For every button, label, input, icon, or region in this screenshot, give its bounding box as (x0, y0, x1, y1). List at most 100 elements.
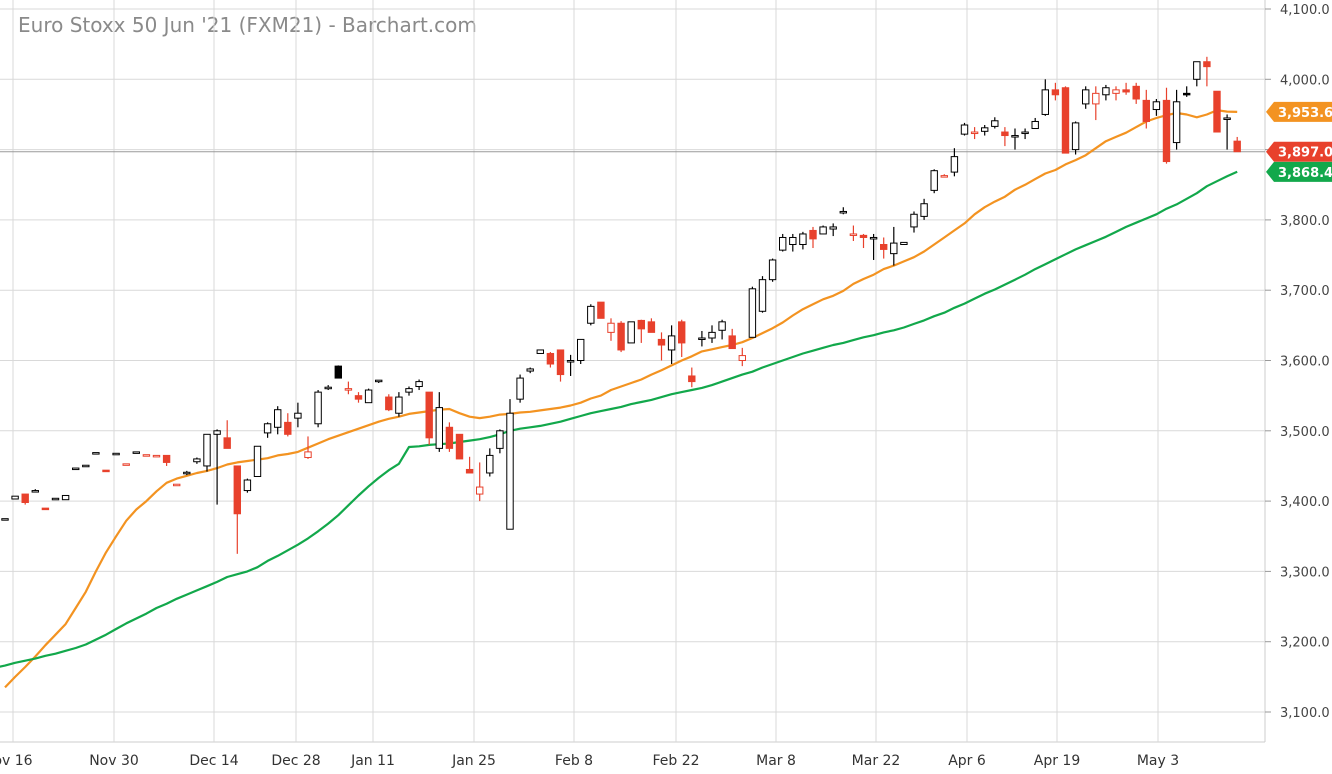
candle-body (1001, 131, 1009, 137)
candle (425, 391, 433, 445)
candle-body (203, 433, 211, 467)
candle-body (617, 322, 625, 351)
candle-body (1213, 90, 1221, 133)
x-tick-label: May 3 (1137, 753, 1179, 769)
candle (142, 454, 151, 457)
candle (284, 413, 292, 437)
candle-body (748, 288, 757, 338)
candle-body (566, 360, 575, 363)
candle-body (142, 454, 151, 457)
candle-body (11, 495, 19, 500)
candle-body (435, 407, 444, 449)
candle-body (809, 229, 817, 240)
candle-body (1112, 89, 1120, 94)
candle (981, 124, 989, 136)
candle-body (1142, 99, 1150, 122)
candle-body (758, 279, 767, 312)
candle-body (324, 386, 332, 390)
candle-body (789, 236, 797, 246)
candle-body (597, 301, 605, 319)
y-tick-label: 3,100.0 (1280, 706, 1330, 721)
candle (1, 518, 9, 521)
candle-body (61, 494, 70, 501)
candle-body (405, 388, 413, 393)
candle-body (738, 355, 746, 362)
x-tick-label: Jan 25 (451, 753, 496, 769)
candle (1051, 82, 1060, 101)
candle (1031, 117, 1039, 130)
price-tag-last: 3,897.0 (1266, 141, 1332, 162)
price-tag-label: 3,953.6 (1278, 106, 1332, 121)
candle-body (829, 226, 837, 230)
candle (1172, 89, 1181, 150)
candle-body (1011, 135, 1019, 138)
candle-body (577, 338, 585, 362)
candle-body (274, 409, 282, 428)
y-tick-label: 3,200.0 (1280, 636, 1330, 651)
candle (880, 237, 888, 259)
candle (203, 433, 211, 472)
candle-body (415, 381, 423, 388)
candle (173, 483, 181, 487)
candle (1071, 121, 1080, 155)
candle (496, 429, 504, 454)
candle (809, 226, 817, 249)
candle (122, 463, 130, 466)
candle (637, 319, 645, 343)
candle-body (920, 203, 928, 217)
candle (1092, 86, 1100, 121)
candle (72, 467, 80, 471)
candle (1213, 90, 1221, 133)
y-tick-label: 3,800.0 (1280, 214, 1330, 229)
candle-body (849, 233, 858, 236)
candle (960, 122, 969, 136)
candle-body (455, 433, 464, 460)
candle-body (1021, 131, 1029, 135)
candle-body (1051, 89, 1060, 96)
candle (233, 465, 242, 554)
price-tag-ma-slow: 3,868.4 (1266, 161, 1332, 182)
candle (435, 392, 444, 452)
candle (950, 148, 959, 177)
candle-body (395, 396, 403, 414)
candle (748, 286, 757, 338)
candle (102, 469, 110, 473)
candle (970, 127, 979, 140)
candle-body (1203, 61, 1211, 68)
candle (930, 169, 938, 194)
price-tag-bg (1266, 161, 1332, 182)
candle (465, 456, 474, 474)
y-tick-label: 3,600.0 (1280, 355, 1330, 370)
candle-body (1152, 101, 1161, 111)
candle (92, 452, 100, 455)
candle (536, 349, 544, 354)
candle (1223, 114, 1231, 150)
candle-body (496, 430, 504, 449)
candle-body (1061, 87, 1070, 154)
candle (991, 117, 999, 129)
candle (1162, 87, 1171, 164)
candle (910, 211, 918, 233)
candle-body (243, 479, 252, 492)
candle-body (344, 388, 353, 391)
candle (940, 174, 948, 178)
candle-body (799, 233, 807, 246)
candle (1193, 61, 1201, 87)
candle-body (708, 331, 716, 339)
candle (1001, 127, 1009, 147)
candle-body (819, 226, 827, 235)
candle-body (72, 467, 80, 471)
candle (789, 233, 797, 252)
candle-body (698, 337, 706, 341)
candle (132, 451, 141, 454)
y-tick-label: 3,700.0 (1280, 284, 1330, 299)
price-tag-ma-fast: 3,953.6 (1266, 101, 1332, 122)
candle-body (162, 454, 171, 463)
candle-body (900, 241, 908, 246)
candle (152, 454, 161, 458)
candle (415, 379, 423, 391)
x-tick-label: Mar 8 (756, 753, 796, 769)
candle (627, 321, 635, 344)
candle (647, 318, 656, 333)
